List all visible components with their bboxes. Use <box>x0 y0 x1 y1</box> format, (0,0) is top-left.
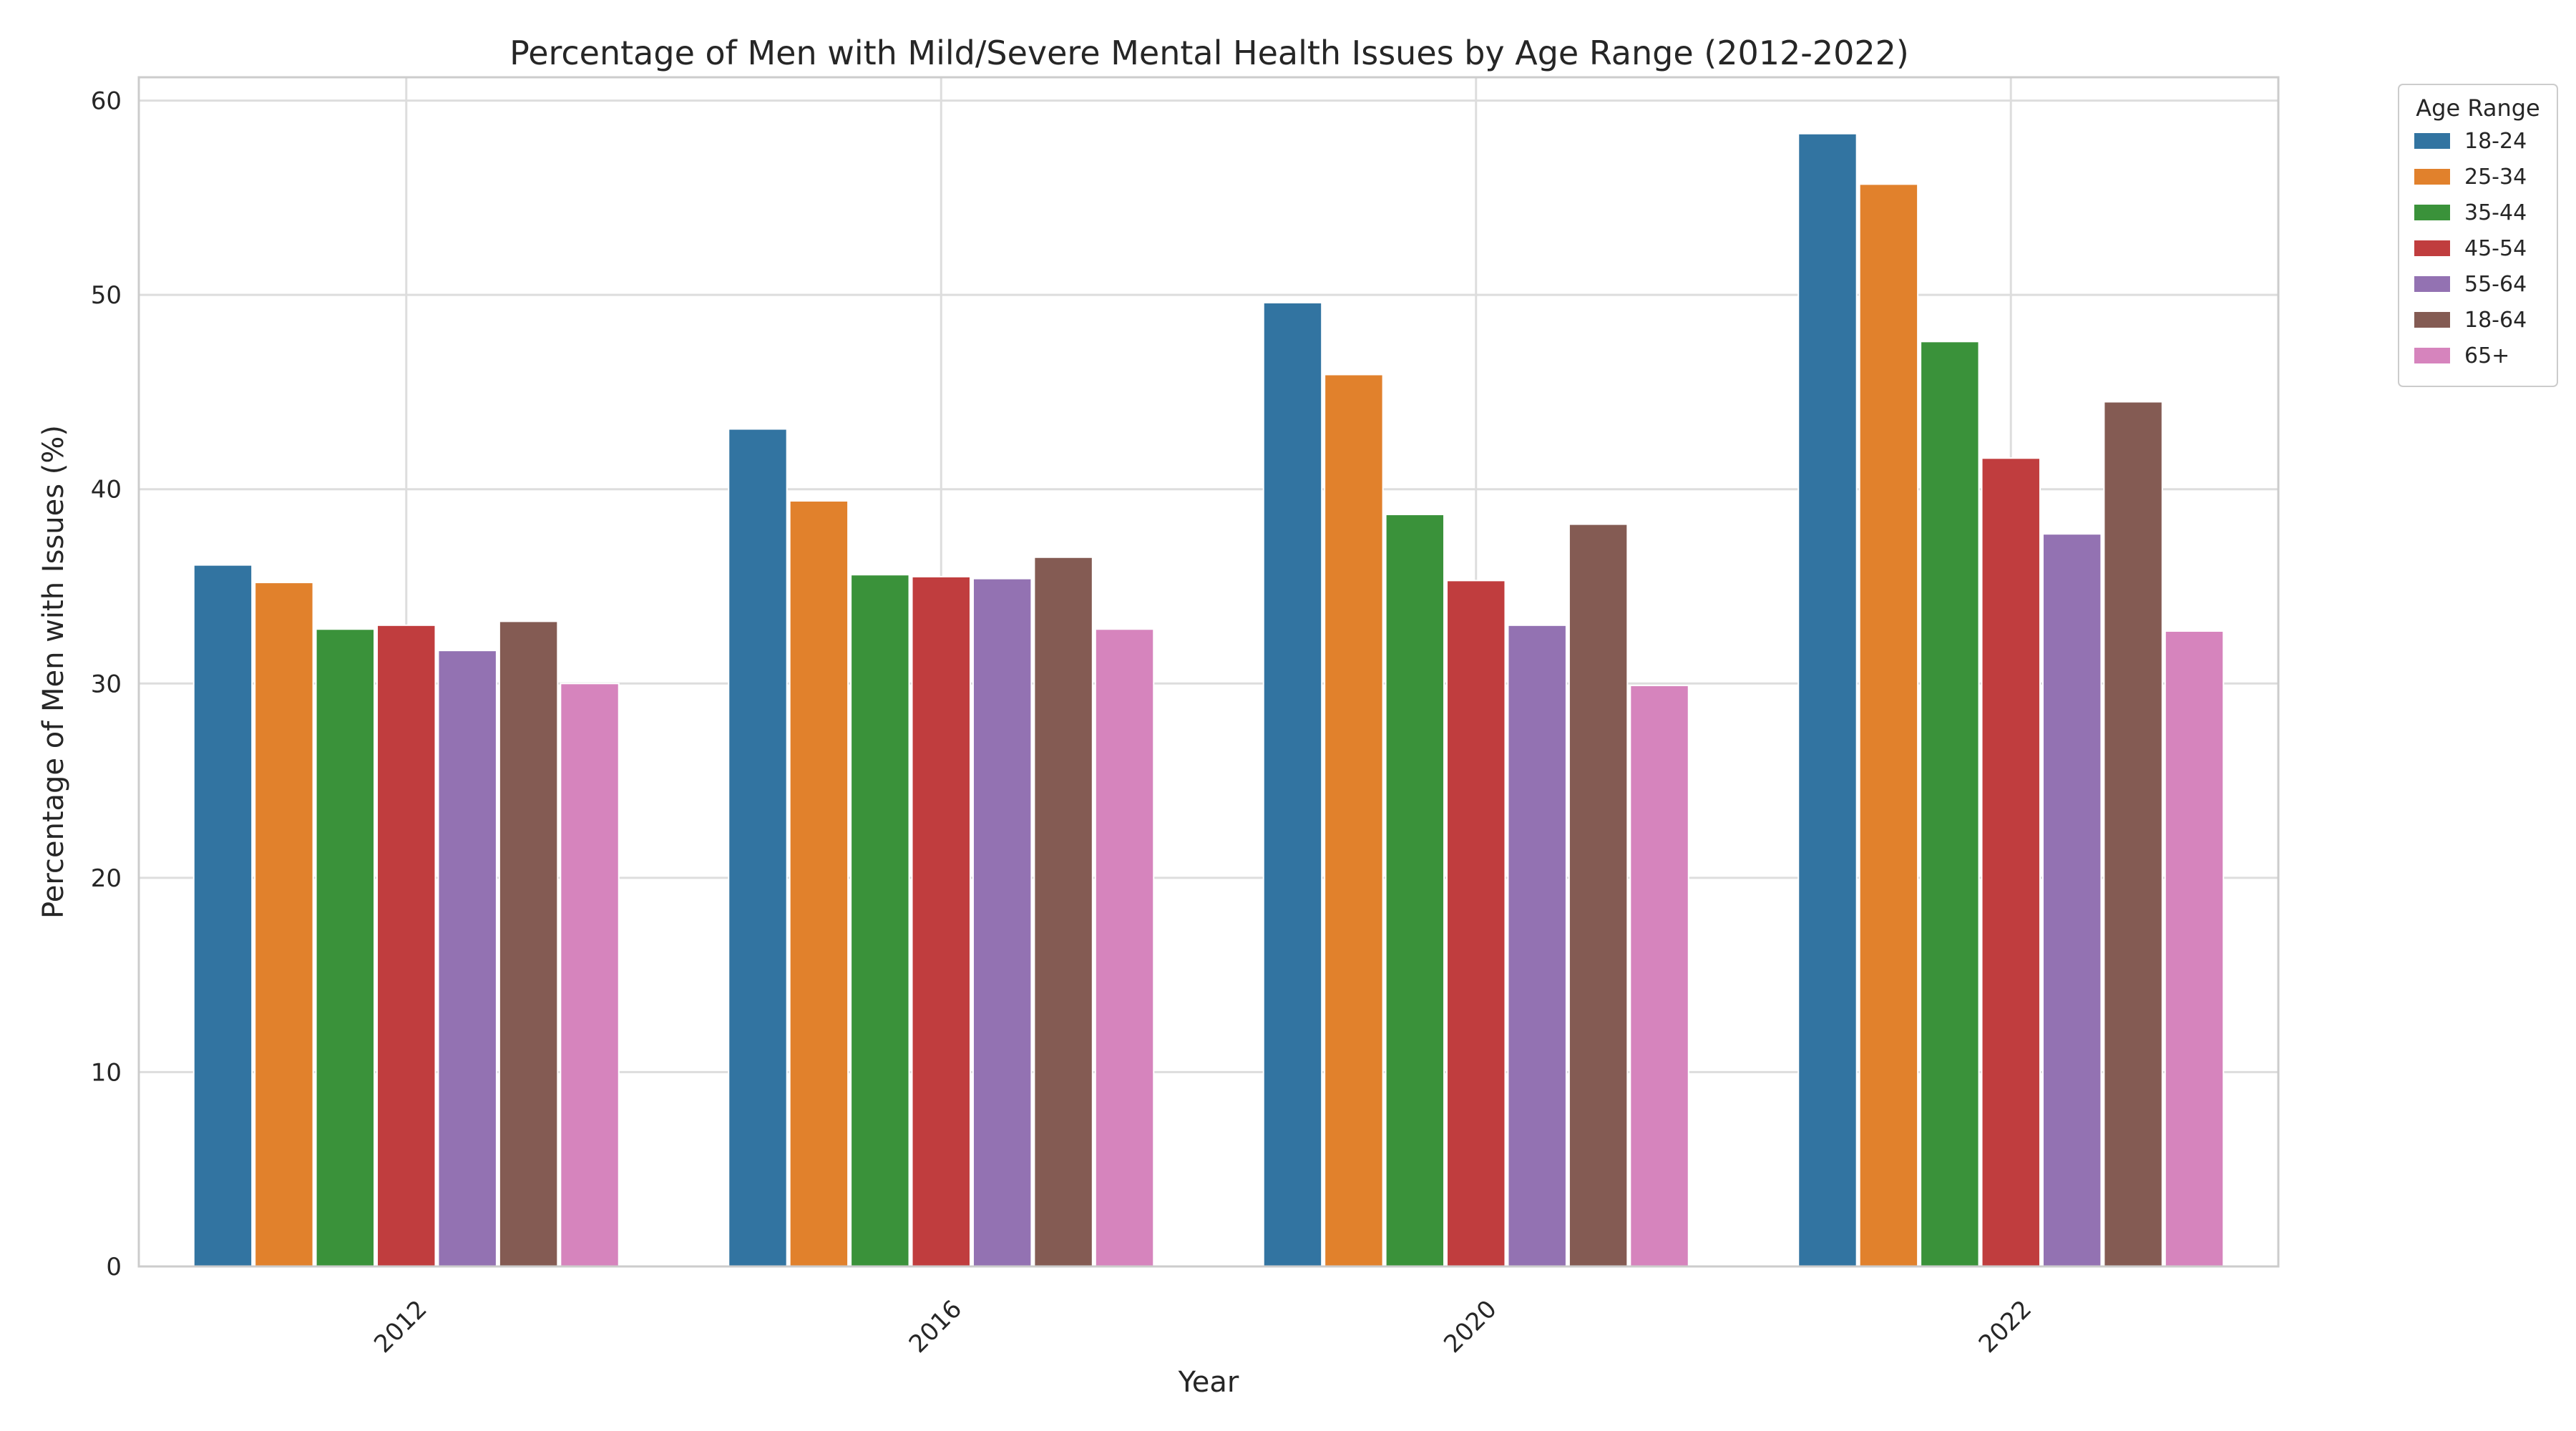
legend: Age Range 18-24 25-34 35-44 45-54 55-64 18-64… <box>2398 84 2558 387</box>
legend-label: 18-64 <box>2464 308 2527 333</box>
y-axis-label: Percentage of Men with Issues (%) <box>37 425 70 919</box>
chart-title: Percentage of Men with Mild/Severe Menta… <box>509 34 1909 72</box>
bar-55-64-2020 <box>1507 624 1567 1267</box>
legend-swatch <box>2414 312 2450 328</box>
x-tick-label: 2022 <box>1974 1294 2037 1358</box>
x-tick-label: 2020 <box>1438 1294 1502 1358</box>
bar-18-64-2016 <box>1033 556 1093 1267</box>
bar-65+-2012 <box>560 683 620 1267</box>
legend-label: 25-34 <box>2464 165 2527 190</box>
bar-18-24-2022 <box>1797 132 1858 1268</box>
bar-18-24-2012 <box>192 564 253 1267</box>
x-axis-ticks: 2012 2016 2020 2022 <box>369 1294 2037 1358</box>
x-tick-label: 2016 <box>904 1294 967 1358</box>
legend-swatch <box>2414 348 2450 363</box>
bar-55-64-2012 <box>437 650 497 1267</box>
bar-55-64-2022 <box>2041 533 2102 1267</box>
bar-18-24-2020 <box>1262 302 1323 1267</box>
x-axis-label: Year <box>1178 1366 1239 1399</box>
bar-35-44-2020 <box>1385 514 1445 1267</box>
bar-65+-2020 <box>1629 685 1689 1267</box>
bar-18-64-2020 <box>1568 523 1629 1268</box>
legend-swatch <box>2414 133 2450 149</box>
legend-swatch <box>2414 276 2450 292</box>
y-axis-ticks: 0 10 20 30 40 50 60 <box>91 87 122 1281</box>
y-tick-label: 0 <box>106 1253 122 1281</box>
legend-label: 65+ <box>2464 343 2509 368</box>
bar-18-24-2016 <box>728 428 788 1268</box>
y-tick-label: 20 <box>91 864 122 893</box>
legend-label: 55-64 <box>2464 272 2527 297</box>
bar-65+-2022 <box>2164 630 2225 1267</box>
legend-label: 45-54 <box>2464 236 2527 261</box>
bar-25-34-2022 <box>1858 183 1919 1267</box>
bar-55-64-2016 <box>972 577 1033 1267</box>
y-tick-label: 40 <box>91 476 122 504</box>
bars <box>192 132 2225 1268</box>
legend-swatch <box>2414 240 2450 256</box>
bar-18-64-2022 <box>2103 401 2163 1267</box>
bar-18-64-2012 <box>498 620 559 1267</box>
bar-45-54-2020 <box>1446 580 1506 1267</box>
y-tick-label: 60 <box>91 87 122 116</box>
bar-45-54-2022 <box>1981 457 2041 1267</box>
bar-65+-2016 <box>1094 628 1155 1267</box>
x-tick-label: 2012 <box>369 1294 432 1358</box>
bar-25-34-2020 <box>1324 373 1384 1267</box>
legend-label: 18-24 <box>2464 129 2527 154</box>
bar-35-44-2012 <box>315 628 376 1267</box>
bar-35-44-2022 <box>1920 341 1980 1267</box>
y-tick-label: 50 <box>91 281 122 310</box>
bar-25-34-2016 <box>789 500 849 1267</box>
bar-45-54-2012 <box>376 624 436 1267</box>
bar-45-54-2016 <box>911 575 971 1267</box>
y-tick-label: 30 <box>91 670 122 698</box>
legend-swatch <box>2414 205 2450 220</box>
legend-box <box>2398 84 2558 387</box>
legend-swatch <box>2414 169 2450 185</box>
plot-frame <box>137 76 2280 1268</box>
bar-35-44-2016 <box>850 574 910 1267</box>
legend-title: Age Range <box>2416 94 2540 122</box>
bar-25-34-2012 <box>254 582 314 1267</box>
y-tick-label: 10 <box>91 1058 122 1087</box>
legend-label: 35-44 <box>2464 200 2527 225</box>
